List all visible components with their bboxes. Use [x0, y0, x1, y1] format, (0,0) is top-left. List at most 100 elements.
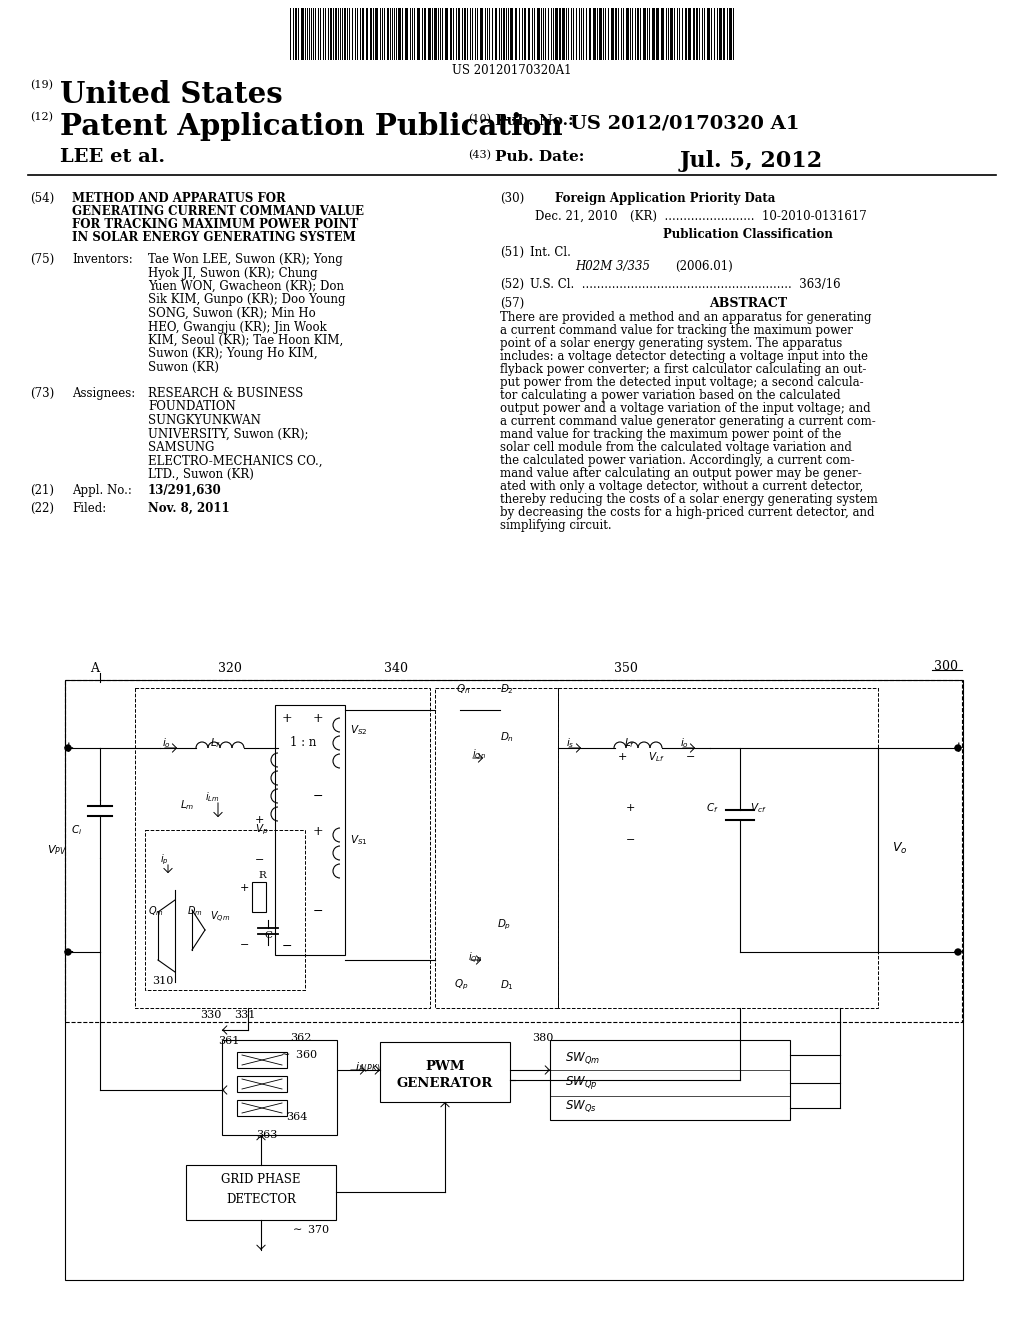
Text: (22): (22): [30, 502, 54, 515]
Text: KIM, Seoul (KR); Tae Hoon KIM,: KIM, Seoul (KR); Tae Hoon KIM,: [148, 334, 343, 347]
Circle shape: [955, 744, 961, 751]
Text: (12): (12): [30, 112, 53, 123]
Bar: [344, 8, 346, 59]
Bar: [495, 8, 497, 59]
Text: GRID PHASE: GRID PHASE: [221, 1173, 301, 1185]
Text: US 2012/0170320 A1: US 2012/0170320 A1: [570, 114, 800, 132]
Text: $SW_{Qm}$: $SW_{Qm}$: [565, 1049, 600, 1065]
Text: Foreign Application Priority Data: Foreign Application Priority Data: [555, 191, 775, 205]
Bar: [435, 688, 558, 1008]
Bar: [729, 8, 732, 59]
Text: $i_s$: $i_s$: [566, 737, 574, 750]
Text: Inventors:: Inventors:: [72, 253, 133, 267]
Bar: [537, 8, 540, 59]
Bar: [593, 8, 596, 59]
Bar: [387, 8, 389, 59]
Bar: [670, 8, 673, 59]
Bar: [330, 8, 332, 59]
Text: 300: 300: [934, 660, 958, 673]
Bar: [615, 8, 617, 59]
Text: $i_{Lm}$: $i_{Lm}$: [205, 789, 219, 804]
Bar: [65, 680, 963, 1280]
Bar: [428, 8, 431, 59]
Bar: [145, 830, 305, 990]
Text: tor calculating a power variation based on the calculated: tor calculating a power variation based …: [500, 389, 841, 403]
Text: +: +: [313, 825, 324, 838]
Text: (52): (52): [500, 279, 524, 290]
Text: Tae Won LEE, Suwon (KR); Yong: Tae Won LEE, Suwon (KR); Yong: [148, 253, 343, 267]
Text: −: −: [686, 752, 695, 762]
Text: thereby reducing the costs of a solar energy generating system: thereby reducing the costs of a solar en…: [500, 492, 878, 506]
Text: $V_{Lf}$: $V_{Lf}$: [648, 750, 665, 764]
Text: solar cell module from the calculated voltage variation and: solar cell module from the calculated vo…: [500, 441, 852, 454]
Bar: [252, 882, 266, 912]
Text: Sik KIM, Gunpo (KR); Doo Young: Sik KIM, Gunpo (KR); Doo Young: [148, 293, 345, 306]
Circle shape: [65, 744, 71, 751]
Text: put power from the detected input voltage; a second calcula-: put power from the detected input voltag…: [500, 376, 863, 389]
Text: There are provided a method and an apparatus for generating: There are provided a method and an appar…: [500, 312, 871, 323]
Text: 363: 363: [256, 1130, 278, 1140]
Bar: [222, 1040, 337, 1135]
Bar: [515, 8, 517, 59]
Bar: [528, 8, 530, 59]
Text: Int. Cl.: Int. Cl.: [530, 246, 570, 259]
Text: point of a solar energy generating system. The apparatus: point of a solar energy generating syste…: [500, 337, 843, 350]
Text: SAMSUNG: SAMSUNG: [148, 441, 214, 454]
Text: $L_m$: $L_m$: [180, 799, 195, 812]
Text: (43): (43): [468, 150, 490, 160]
Text: Nov. 8, 2011: Nov. 8, 2011: [148, 502, 229, 515]
Text: $D_1$: $D_1$: [500, 978, 514, 991]
Text: (10): (10): [468, 114, 490, 124]
Bar: [696, 8, 698, 59]
Text: Pub. Date:: Pub. Date:: [495, 150, 585, 164]
Bar: [555, 8, 558, 59]
Bar: [589, 8, 591, 59]
Text: $D_m$: $D_m$: [187, 904, 203, 917]
Text: (57): (57): [500, 297, 524, 310]
Text: $D_2$: $D_2$: [500, 682, 514, 696]
Text: −: −: [313, 789, 324, 803]
Text: Jul. 5, 2012: Jul. 5, 2012: [680, 150, 823, 172]
Text: $C_i$: $C_i$: [71, 824, 82, 837]
Text: US 20120170320A1: US 20120170320A1: [453, 63, 571, 77]
Bar: [723, 8, 725, 59]
Text: (KR)  ........................  10-2010-0131617: (KR) ........................ 10-2010-01…: [630, 210, 866, 223]
Bar: [186, 1166, 336, 1220]
Text: $\sim$ 370: $\sim$ 370: [290, 1224, 330, 1236]
Bar: [135, 688, 430, 1008]
Text: a current command value for tracking the maximum power: a current command value for tracking the…: [500, 323, 853, 337]
Text: (19): (19): [30, 81, 53, 90]
Bar: [424, 8, 426, 59]
Text: −: −: [952, 945, 964, 960]
Text: United States: United States: [60, 81, 283, 110]
Text: DETECTOR: DETECTOR: [226, 1193, 296, 1206]
Text: PWM: PWM: [425, 1060, 465, 1073]
Text: $L_f$: $L_f$: [624, 737, 635, 750]
Bar: [237, 1100, 287, 1115]
Text: $\sim$ 360: $\sim$ 360: [278, 1048, 317, 1060]
Bar: [562, 8, 565, 59]
Text: 380: 380: [532, 1034, 553, 1043]
Bar: [406, 8, 408, 59]
Bar: [599, 8, 602, 59]
Text: −: −: [255, 855, 264, 865]
Bar: [652, 8, 655, 59]
Text: LEE et al.: LEE et al.: [60, 148, 165, 166]
Text: Pub. No.:: Pub. No.:: [495, 114, 573, 128]
Text: IN SOLAR ENERGY GENERATING SYSTEM: IN SOLAR ENERGY GENERATING SYSTEM: [72, 231, 355, 244]
Text: Dec. 21, 2010: Dec. 21, 2010: [535, 210, 617, 223]
Text: RESEARCH & BUSINESS: RESEARCH & BUSINESS: [148, 387, 303, 400]
Text: +: +: [240, 883, 250, 894]
Text: $i_{Qn}$: $i_{Qn}$: [472, 747, 486, 763]
Text: $Q_m$: $Q_m$: [148, 904, 164, 917]
Bar: [370, 8, 372, 59]
Text: SONG, Suwon (KR); Min Ho: SONG, Suwon (KR); Min Ho: [148, 308, 315, 319]
Text: (75): (75): [30, 253, 54, 267]
Bar: [550, 1040, 790, 1119]
Text: $SW_{Qp}$: $SW_{Qp}$: [565, 1074, 597, 1092]
Bar: [559, 8, 561, 59]
Text: 362: 362: [290, 1034, 311, 1043]
Text: $D_p$: $D_p$: [497, 917, 511, 932]
Text: FOR TRACKING MAXIMUM POWER POINT: FOR TRACKING MAXIMUM POWER POINT: [72, 218, 358, 231]
Text: 330: 330: [200, 1010, 221, 1020]
